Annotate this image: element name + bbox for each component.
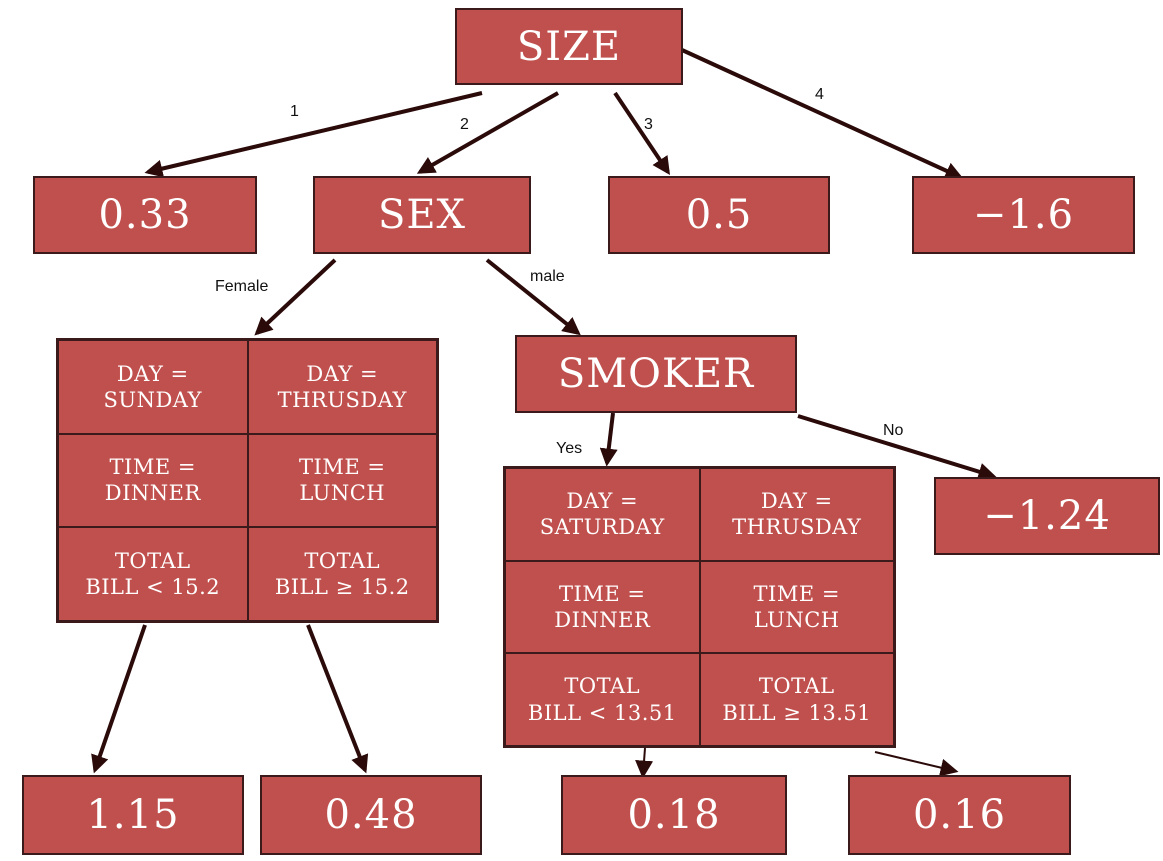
node-smoker: SMOKER [515,335,797,413]
edge-label-size-1: 1 [290,103,299,120]
node-size-label: SIZE [516,23,622,70]
leaf-size-4-value: −1.6 [972,192,1075,238]
leaf-size-3: 0.5 [608,176,830,254]
node-size: SIZE [455,8,683,85]
leaf-smoker-no: −1.24 [934,477,1160,555]
edge-yes [599,412,618,467]
leaf-female-1: 1.15 [22,775,244,855]
smoker-yes-condition-table: DAY = SATURDAY DAY = THRUSDAY TIME = DIN… [503,466,896,748]
leaf-size-4: −1.6 [912,176,1135,254]
edge-yes-2 [874,751,959,777]
edge-size-3 [613,91,671,175]
node-sex: SEX [313,176,531,254]
edge-no [797,414,997,481]
edge-label-female: Female [215,278,269,295]
table-cell: DAY = SUNDAY [58,340,248,434]
female-condition-table: DAY = SUNDAY DAY = THRUSDAY TIME = DINNE… [56,338,439,623]
leaf-smoker-no-value: −1.24 [983,493,1111,539]
leaf-female-2: 0.48 [260,775,482,855]
table-cell: DAY = THRUSDAY [247,340,437,434]
leaf-yes-1: 0.18 [561,775,787,855]
table-cell: TIME = LUNCH [247,433,437,528]
leaf-yes-2-value: 0.16 [912,792,1007,838]
edge-label-no: No [883,422,904,439]
edge-female-1 [91,624,147,774]
table-cell: TOTAL BILL < 13.51 [505,653,700,746]
leaf-size-1-value: 0.33 [98,192,192,238]
node-sex-label: SEX [377,192,467,238]
table-cell: TOTAL BILL ≥ 13.51 [699,653,894,746]
edge-label-size-2: 2 [460,116,469,133]
leaf-yes-2: 0.16 [848,775,1071,855]
leaf-size-3-value: 0.5 [685,192,753,238]
edge-size-1 [144,91,483,178]
leaf-female-1-value: 1.15 [86,792,180,838]
edge-label-size-3: 3 [644,116,653,133]
leaf-yes-1-value: 0.18 [627,792,721,838]
edge-label-size-4: 4 [815,86,824,103]
node-smoker-label: SMOKER [557,351,755,397]
edge-yes-1 [635,747,654,779]
table-cell: TIME = DINNER [58,433,248,528]
edge-female-2 [306,624,369,774]
table-cell: TOTAL BILL < 15.2 [58,527,248,621]
table-cell: TOTAL BILL ≥ 15.2 [247,527,437,621]
edge-size-4 [681,48,964,180]
edge-male [485,258,581,336]
edge-female [254,258,337,336]
edge-label-male: male [530,268,565,285]
edge-size-2 [416,91,559,174]
leaf-size-1: 0.33 [33,176,257,254]
table-cell: TIME = LUNCH [699,560,894,654]
table-cell: DAY = THRUSDAY [699,468,894,561]
edge-label-yes: Yes [556,440,583,457]
table-cell: TIME = DINNER [505,560,700,654]
leaf-female-2-value: 0.48 [324,792,418,838]
table-cell: DAY = SATURDAY [505,468,700,561]
